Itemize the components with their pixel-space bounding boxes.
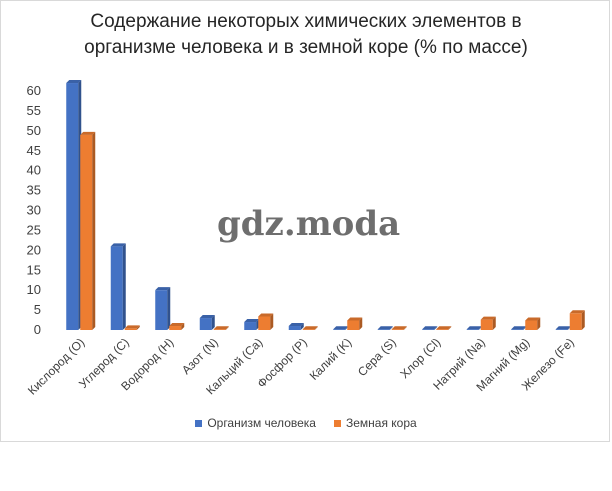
bar [480,316,496,330]
legend-item: Земная кора [333,416,417,430]
y-tick-label: 35 [27,183,41,198]
y-tick-label: 50 [27,123,41,138]
bar [347,317,363,330]
chart-frame: Содержание некоторых химических элементо… [0,0,610,442]
bar [436,326,452,330]
legend-label: Земная кора [345,416,417,430]
bar [333,326,349,330]
bar [213,326,229,330]
y-tick-label: 45 [27,143,41,158]
bar [569,310,585,330]
bar [124,325,140,330]
y-tick-label: 60 [27,83,41,98]
bar [155,287,171,330]
legend-label: Организм человека [207,416,316,430]
x-tick-label: Кислород (O) [25,335,87,397]
bar [169,323,185,330]
bar [199,315,215,330]
y-tick-label: 30 [27,203,41,218]
bar [244,319,260,330]
x-tick-label: Сера (S) [355,335,399,379]
bar [258,313,274,330]
bar [302,326,318,330]
bar [80,131,96,330]
bar [288,323,304,330]
bar [110,243,126,330]
bar [511,326,527,330]
legend-swatch [195,419,203,427]
bar [525,317,541,330]
y-tick-label: 40 [27,163,41,178]
legend-swatch [333,419,341,427]
bar [466,326,482,330]
chart-title: Содержание некоторых химических элементо… [84,11,528,58]
bar [377,326,393,330]
x-tick-label: Азот (N) [179,335,221,377]
y-tick-label: 5 [34,302,41,317]
y-tick-label: 10 [27,282,41,297]
bar [422,326,438,330]
y-tick-label: 0 [34,322,41,337]
watermark: gdz.moda [217,204,401,244]
legend-item: Организм человека [195,416,316,430]
legend: Организм человека Земная кора [1,416,611,430]
bar [555,326,571,330]
y-tick-label: 15 [27,262,41,277]
bar [66,80,82,331]
x-tick-label: Калий (K) [307,335,355,383]
y-tick-label: 25 [27,222,41,237]
y-tick-label: 55 [27,103,41,118]
y-tick-label: 20 [27,242,41,257]
bar [391,326,407,330]
x-tick-label: Хлор (Cl) [397,335,443,381]
